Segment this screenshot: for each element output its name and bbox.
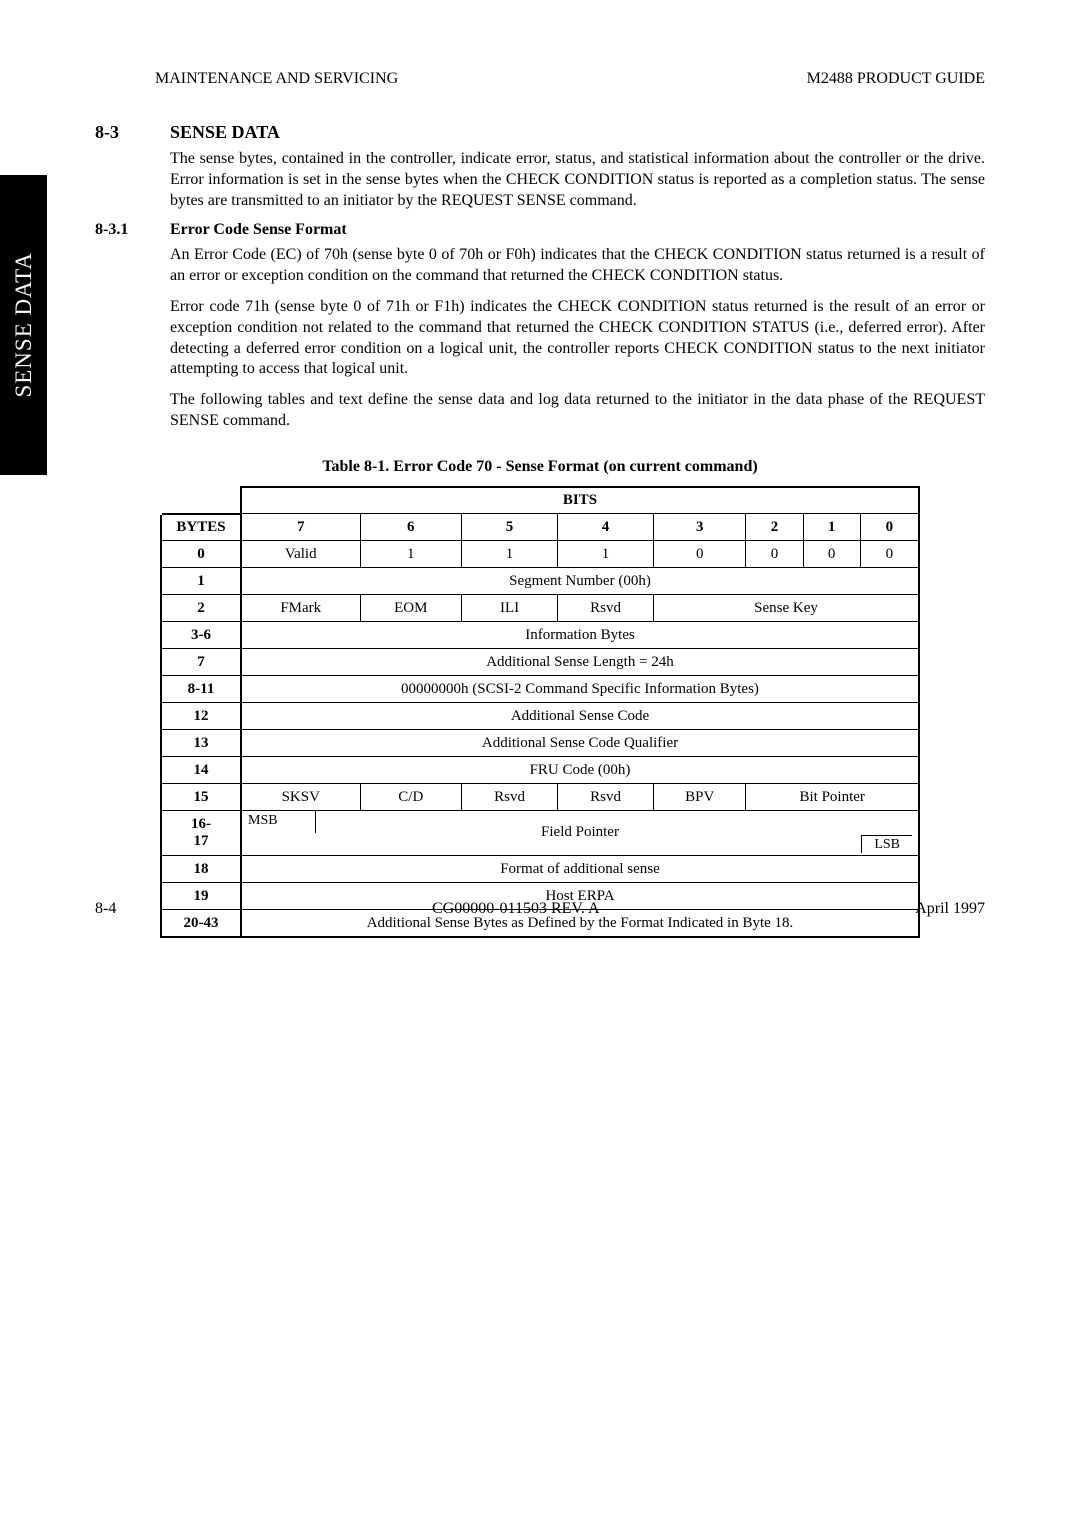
header-left: MAINTENANCE AND SERVICING bbox=[155, 70, 398, 88]
bits-header: BITS bbox=[241, 487, 919, 514]
section-8-3-1-p1: An Error Code (EC) of 70h (sense byte 0 … bbox=[95, 245, 985, 287]
byte-14: 14 bbox=[161, 757, 241, 784]
cell: Additional Sense Length = 24h bbox=[241, 649, 919, 676]
section-8-3-para: The sense bytes, contained in the contro… bbox=[95, 149, 985, 211]
cell: SKSV bbox=[241, 784, 360, 811]
footer-right: April 1997 bbox=[915, 900, 985, 918]
cell: 0 bbox=[746, 541, 803, 568]
cell: C/D bbox=[360, 784, 462, 811]
byte-18: 18 bbox=[161, 856, 241, 883]
cell: Sense Key bbox=[654, 595, 919, 622]
field-pointer-label: Field Pointer bbox=[242, 824, 918, 841]
cell: Additional Sense Code Qualifier bbox=[241, 730, 919, 757]
cell: ILI bbox=[462, 595, 558, 622]
byte-2: 2 bbox=[161, 595, 241, 622]
cell: Segment Number (00h) bbox=[241, 568, 919, 595]
section-title: SENSE DATA bbox=[170, 122, 280, 143]
section-8-3-1-p3: The following tables and text define the… bbox=[95, 390, 985, 432]
cell: 1 bbox=[360, 541, 462, 568]
col-1: 1 bbox=[803, 514, 860, 541]
cell: Rsvd bbox=[462, 784, 558, 811]
section-title: Error Code Sense Format bbox=[170, 221, 347, 239]
cell: 1 bbox=[462, 541, 558, 568]
cell: Additional Sense Code bbox=[241, 703, 919, 730]
byte-3-6: 3-6 bbox=[161, 622, 241, 649]
section-8-3-1-heading: 8-3.1 Error Code Sense Format bbox=[95, 221, 985, 239]
byte-1: 1 bbox=[161, 568, 241, 595]
cell: Bit Pointer bbox=[746, 784, 919, 811]
section-number: 8-3 bbox=[95, 122, 170, 143]
cell: EOM bbox=[360, 595, 462, 622]
byte-12: 12 bbox=[161, 703, 241, 730]
section-number: 8-3.1 bbox=[95, 221, 170, 239]
cell: BPV bbox=[654, 784, 746, 811]
cell: FMark bbox=[241, 595, 360, 622]
side-tab: SENSE DATA bbox=[0, 175, 47, 475]
footer-center: CG00000-011503 REV. A bbox=[432, 900, 600, 918]
page-footer: 8-4 CG00000-011503 REV. A April 1997 bbox=[95, 900, 985, 918]
col-3: 3 bbox=[654, 514, 746, 541]
col-0: 0 bbox=[860, 514, 919, 541]
sense-format-table: BITS BYTES 7 6 5 4 3 2 1 0 0 Valid 1 1 1… bbox=[160, 486, 920, 938]
lsb-label: LSB bbox=[861, 835, 912, 853]
cell: FRU Code (00h) bbox=[241, 757, 919, 784]
cell: 0 bbox=[860, 541, 919, 568]
col-2: 2 bbox=[746, 514, 803, 541]
cell: Information Bytes bbox=[241, 622, 919, 649]
col-4: 4 bbox=[558, 514, 654, 541]
col-6: 6 bbox=[360, 514, 462, 541]
cell: Rsvd bbox=[558, 784, 654, 811]
side-tab-label: SENSE DATA bbox=[11, 252, 37, 398]
byte-0: 0 bbox=[161, 541, 241, 568]
field-pointer-cell: MSB Field Pointer LSB bbox=[241, 811, 919, 856]
cell: 1 bbox=[558, 541, 654, 568]
header-right: M2488 PRODUCT GUIDE bbox=[807, 70, 985, 88]
table-corner bbox=[161, 487, 241, 514]
cell: Format of additional sense bbox=[241, 856, 919, 883]
col-7: 7 bbox=[241, 514, 360, 541]
cell: 0 bbox=[803, 541, 860, 568]
byte-15: 15 bbox=[161, 784, 241, 811]
byte-7: 7 bbox=[161, 649, 241, 676]
col-5: 5 bbox=[462, 514, 558, 541]
section-8-3-heading: 8-3 SENSE DATA bbox=[95, 122, 985, 143]
footer-left: 8-4 bbox=[95, 900, 116, 918]
byte-8-11: 8-11 bbox=[161, 676, 241, 703]
page-header: MAINTENANCE AND SERVICING M2488 PRODUCT … bbox=[95, 70, 985, 88]
cell: 0 bbox=[654, 541, 746, 568]
cell: 00000000h (SCSI-2 Command Specific Infor… bbox=[241, 676, 919, 703]
cell: Valid bbox=[241, 541, 360, 568]
table-caption: Table 8-1. Error Code 70 - Sense Format … bbox=[95, 458, 985, 476]
bytes-header: BYTES bbox=[161, 514, 241, 541]
section-8-3-1-p2: Error code 71h (sense byte 0 of 71h or F… bbox=[95, 297, 985, 380]
byte-13: 13 bbox=[161, 730, 241, 757]
cell: Rsvd bbox=[558, 595, 654, 622]
byte-16-17: 16- 17 bbox=[161, 811, 241, 856]
